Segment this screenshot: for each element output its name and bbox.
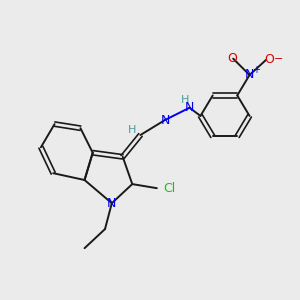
Text: −: −: [274, 54, 284, 64]
Text: N: N: [185, 101, 194, 114]
Text: O: O: [227, 52, 237, 65]
Text: Cl: Cl: [163, 182, 175, 195]
Text: H: H: [128, 125, 136, 135]
Text: +: +: [251, 65, 260, 75]
Text: N: N: [107, 197, 116, 210]
Text: N: N: [160, 113, 170, 127]
Text: O: O: [264, 53, 274, 67]
Text: N: N: [245, 68, 254, 82]
Text: H: H: [181, 95, 190, 105]
